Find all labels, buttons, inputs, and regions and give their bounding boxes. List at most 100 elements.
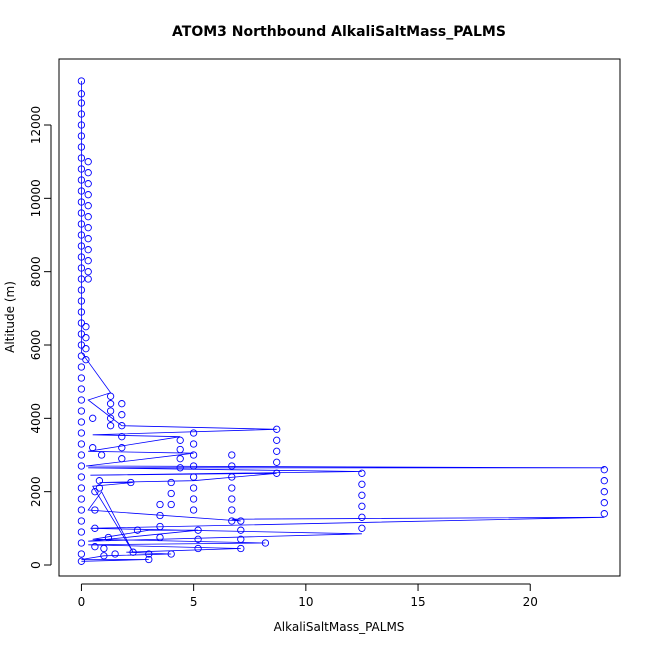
chart-title: ATOM3 Northbound AlkaliSaltMass_PALMS (172, 24, 506, 40)
x-tick-label: 10 (298, 595, 313, 609)
data-point (228, 473, 236, 481)
data-point (228, 506, 236, 514)
data-point (600, 477, 608, 485)
plot-area (77, 77, 608, 565)
data-point (77, 557, 86, 565)
data-point (97, 451, 106, 459)
data-point (84, 268, 92, 276)
data-point (273, 436, 281, 444)
data-point (237, 517, 245, 525)
y-axis: 0 2000 4000 6000 8000 10000 12000 (29, 106, 52, 569)
data-point (600, 499, 608, 507)
data-point (118, 411, 126, 419)
data-point (358, 524, 366, 532)
data-point (77, 385, 86, 393)
data-point (95, 477, 104, 485)
data-point (77, 264, 86, 272)
data-point (84, 169, 92, 177)
data-point (84, 257, 92, 265)
data-point (77, 77, 86, 85)
data-point (77, 242, 86, 250)
data-point (600, 466, 608, 474)
data-point (600, 488, 608, 496)
data-point (77, 341, 86, 349)
data-point (77, 451, 86, 459)
data-point (95, 484, 104, 492)
data-point (82, 334, 90, 342)
data-point (84, 202, 92, 210)
data-point (189, 473, 198, 481)
data-point (111, 550, 119, 558)
data-point (129, 548, 137, 556)
data-point (145, 555, 153, 564)
data-point (358, 480, 366, 488)
data-point (84, 246, 92, 254)
data-point (91, 488, 99, 496)
data-point (106, 400, 115, 408)
y-axis-label: Altitude (m) (3, 281, 17, 353)
data-point (77, 550, 86, 558)
data-point (273, 458, 281, 466)
data-point (77, 165, 86, 173)
data-point (77, 176, 86, 184)
data-point (133, 526, 142, 534)
data-point (77, 528, 86, 536)
data-point (189, 451, 198, 459)
data-point (237, 526, 245, 534)
data-point (91, 543, 99, 551)
x-tick-label: 15 (410, 595, 425, 609)
data-point (77, 319, 86, 327)
data-point (189, 484, 198, 492)
y-tick-label: 12000 (29, 106, 43, 144)
data-point (77, 297, 86, 305)
plot-box (58, 58, 621, 577)
x-axis-label: AlkaliSaltMass_PALMS (274, 620, 405, 634)
x-axis: 0 5 10 15 20 (78, 583, 538, 609)
data-point (77, 209, 86, 217)
data-point (84, 158, 92, 166)
data-point (100, 552, 108, 560)
data-point (189, 462, 198, 470)
data-point (167, 500, 175, 509)
data-point (77, 495, 86, 503)
data-point (176, 464, 184, 472)
data-point (118, 433, 126, 441)
data-point (228, 495, 236, 503)
data-point (77, 90, 86, 98)
data-point (77, 462, 86, 470)
data-point (118, 444, 126, 452)
data-point (156, 533, 164, 542)
data-point (156, 522, 164, 531)
y-tick-label: 2000 (29, 476, 43, 507)
data-point (77, 539, 86, 547)
data-point (228, 451, 236, 459)
data-point (77, 308, 86, 316)
data-point (176, 445, 184, 454)
data-point (194, 535, 202, 543)
y-tick-label: 10000 (29, 179, 43, 217)
data-point (84, 275, 92, 283)
data-point (84, 213, 92, 221)
data-point (145, 550, 153, 558)
data-point (106, 392, 115, 400)
data-point (77, 330, 86, 338)
data-point (228, 462, 236, 470)
y-tick-label: 4000 (29, 403, 43, 434)
data-point (77, 506, 86, 514)
data-point (237, 535, 245, 543)
data-point (237, 544, 245, 553)
data-point (261, 539, 270, 547)
data-point (77, 429, 86, 437)
data-point (77, 220, 86, 228)
data-point (77, 286, 86, 294)
data-point (106, 422, 115, 430)
data-point (77, 143, 86, 151)
data-point (77, 418, 86, 426)
data-point (91, 506, 99, 514)
data-point (273, 447, 281, 455)
data-point (118, 422, 126, 430)
data-point (84, 191, 92, 199)
data-point (167, 489, 175, 498)
data-point (82, 356, 90, 364)
